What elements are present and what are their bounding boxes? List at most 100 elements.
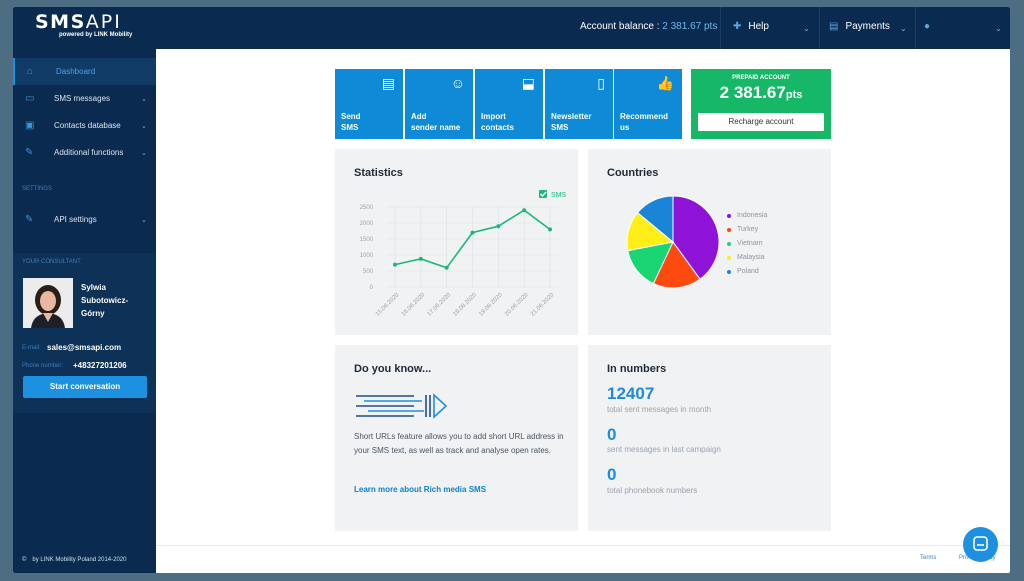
sidebar-item-additional-functions[interactable]: ✎ Additional functions ⌄: [25, 147, 147, 158]
sent-month-value: 12407: [607, 384, 655, 403]
phonebook-label: total phonebook numbers: [607, 486, 698, 495]
user-icon: ●: [924, 21, 931, 32]
y-tick-label: 1500: [360, 237, 374, 243]
sms-data-point[interactable]: [418, 256, 423, 261]
statistics-chart: SMS 0 500 1000 1500 2000 2500 15.06.2020 16.06.…: [360, 190, 567, 318]
payments-icon: ▤: [829, 21, 839, 32]
statistics-card: Statistics SMS 0 500 1000 1500 2000 2500 15.06…: [335, 149, 578, 335]
add-user-icon: ☺: [450, 75, 465, 91]
legend-dot: [727, 269, 731, 274]
sms-data-point[interactable]: [393, 262, 397, 267]
sidebar: ⌂ Dashboard ▭ SMS messages ⌄ ▣ Contacts data…: [13, 49, 156, 573]
sms-data-point[interactable]: [548, 227, 552, 232]
consultant-email[interactable]: sales@smsapi.com: [47, 343, 122, 352]
consultant-name: Sylwia Subotowicz- Górny: [81, 283, 129, 318]
send-sms-tile[interactable]: ▤ Send SMS: [335, 69, 403, 139]
countries-chart: [626, 195, 720, 289]
legend-dot: [727, 241, 731, 246]
thumbs-up-icon: 👍: [656, 75, 674, 91]
import-contacts-tile[interactable]: ⬓ Import contacts: [475, 69, 543, 139]
sms-data-point[interactable]: [496, 224, 501, 229]
pie-slice-indonesia[interactable]: [672, 195, 720, 280]
check-icon: [540, 191, 547, 198]
legend-item-malaysia: Malaysia: [727, 254, 765, 261]
countries-card: Countries Indonesia Turkey Vietnam Malaysia…: [588, 149, 831, 335]
sidebar-item-dashboard[interactable]: ⌂ Dashboard: [13, 58, 156, 85]
user-menu[interactable]: ●: [924, 21, 937, 32]
legend-item-indonesia: Indonesia: [727, 212, 767, 219]
chevron-down-icon: ⌄: [803, 24, 810, 33]
add-sender-name-tile[interactable]: ☺ Add sender name: [405, 69, 473, 139]
account-balance: Account balance : 2 381.67 pts: [580, 21, 718, 32]
terms-link[interactable]: Terms: [920, 555, 937, 561]
prepaid-amount: 2 381.67pts: [719, 83, 803, 102]
help-icon: ✚: [733, 21, 742, 32]
prepaid-title: PREPAID ACCOUNT: [732, 75, 790, 81]
chat-button[interactable]: [963, 527, 998, 562]
y-tick-label: 0: [370, 285, 374, 291]
phone-label: Phone number:: [22, 363, 64, 369]
top-bar: SMSAPI powered by LINK Mobility Account …: [13, 7, 1010, 49]
y-tick-label: 1000: [360, 253, 374, 259]
pie-slice-poland[interactable]: [636, 195, 674, 244]
sidebar-item-sms-messages[interactable]: ▭ SMS messages ⌄: [25, 93, 147, 104]
do-you-know-title: Do you know...: [354, 363, 432, 375]
consultant-phone[interactable]: +48327201206: [73, 361, 127, 370]
legend-label: Turkey: [737, 226, 759, 233]
x-tick-label: 18.06.2020: [452, 292, 478, 318]
consultant-panel: YOUR CONSULTANT Sylwia Subotowicz- Górny…: [13, 253, 156, 413]
short-url-illustration: [356, 393, 448, 419]
message-icon: ▭: [25, 93, 35, 104]
chevron-down-icon: ⌄: [141, 216, 147, 224]
legend-label: Vietnam: [737, 240, 763, 247]
start-conversation-button[interactable]: Start conversation: [23, 376, 147, 398]
avatar: [23, 278, 73, 328]
sms-data-point[interactable]: [522, 208, 527, 213]
payments-menu[interactable]: ▤ Payments: [829, 21, 890, 32]
statistics-title: Statistics: [354, 167, 403, 179]
legend-item-vietnam: Vietnam: [727, 240, 763, 247]
legend-item-poland: Poland: [727, 268, 759, 275]
last-campaign-value: 0: [607, 425, 617, 444]
chevron-down-icon: ⌄: [141, 149, 147, 157]
legend-dot: [727, 213, 731, 218]
sms-legend-checkbox[interactable]: [539, 190, 547, 198]
legend-label: Indonesia: [737, 212, 768, 219]
pie-slice-turkey[interactable]: [652, 241, 701, 289]
wrench-icon: ✎: [25, 147, 34, 158]
inbox-icon: ⬓: [521, 75, 535, 91]
help-menu[interactable]: ✚ Help: [733, 21, 769, 32]
in-numbers-card: In numbers 12407 total sent messages in …: [588, 345, 831, 531]
wrench-icon: ✎: [25, 214, 34, 225]
in-numbers-title: In numbers: [607, 363, 667, 375]
consultant-title: YOUR CONSULTANT: [22, 259, 81, 265]
x-tick-label: 16.06.2020: [401, 292, 427, 318]
copyright-icon: ©: [22, 557, 27, 563]
recommend-us-tile[interactable]: 👍 Recommend us: [614, 69, 682, 139]
home-icon: ⌂: [27, 66, 34, 77]
y-tick-label: 2500: [360, 205, 374, 211]
legend-label: Poland: [737, 268, 759, 275]
x-tick-label: 19.06.2020: [478, 292, 504, 318]
x-tick-label: 21.06.2020: [530, 292, 556, 318]
contacts-icon: ▣: [25, 120, 35, 131]
legend-item-turkey: Turkey: [727, 226, 758, 233]
sms-data-point[interactable]: [444, 265, 449, 270]
rich-media-link[interactable]: Learn more about Rich media SMS: [354, 485, 487, 494]
sidebar-item-api-settings[interactable]: ✎ API settings ⌄: [25, 214, 147, 225]
chevron-down-icon: ⌄: [900, 24, 907, 33]
sms-legend-label: SMS: [551, 192, 567, 199]
chevron-down-icon: ⌄: [995, 24, 1002, 33]
smsapi-logo[interactable]: SMSAPI powered by LINK Mobility: [35, 11, 133, 39]
chat-icon: [973, 536, 988, 551]
phonebook-value: 0: [607, 465, 617, 484]
sidebar-item-contacts-database[interactable]: ▣ Contacts database ⌄: [25, 120, 147, 131]
sms-data-point[interactable]: [470, 230, 475, 235]
x-tick-label: 17.06.2020: [427, 292, 453, 318]
do-you-know-text: Short URLs feature allows you to add sho…: [354, 432, 564, 455]
recharge-account-button[interactable]: Recharge account: [698, 113, 824, 131]
last-campaign-label: sent messages in last campaign: [607, 445, 721, 454]
newsletter-sms-tile[interactable]: ▯ Newsletter SMS: [545, 69, 613, 139]
y-tick-label: 500: [363, 269, 374, 275]
x-tick-label: 15.06.2020: [375, 292, 401, 318]
